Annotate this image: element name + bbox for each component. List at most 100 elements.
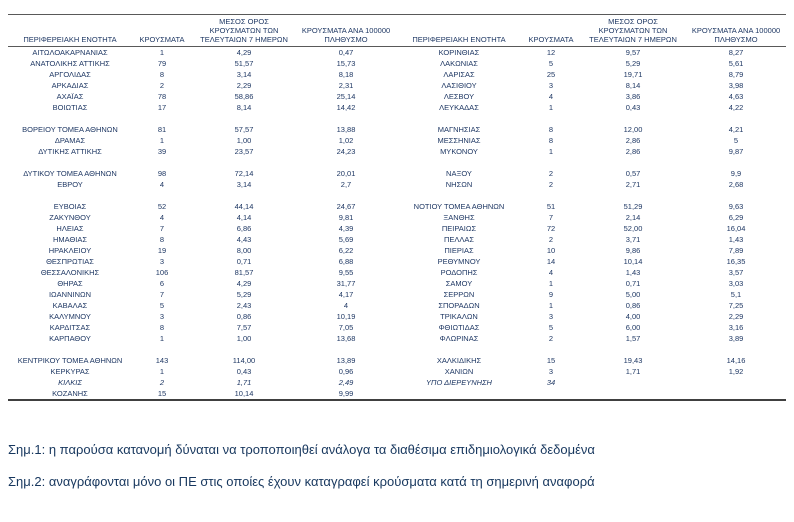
value-cell: 1: [159, 136, 165, 145]
header-cases-left: ΚΡΟΥΣΜΑΤΑ: [132, 14, 192, 47]
value-cell: 13,89: [336, 356, 356, 365]
cases-distribution-table: ΠΕΡΙΦΕΡΕΙΑΚΗ ΕΝΟΤΗΤΑ ΚΡΟΥΣΜΑΤΑ ΜΕΣΟΣ ΟΡΟ…: [8, 14, 786, 401]
region-name-cell: ΛΑΣΙΘΙΟΥ: [441, 81, 477, 90]
value-cell: 2: [159, 81, 165, 90]
value-cell: 14,16: [726, 356, 746, 365]
table-row: ΔΥΤΙΚΟΥ ΤΟΜΕΑ ΑΘΗΝΩΝ 98 72,14 20,01 ΝΑΞΟΥ 2 0,…: [8, 168, 786, 179]
value-cell: 0,43: [625, 103, 641, 112]
value-cell: 8: [159, 323, 165, 332]
region-name-cell: ΘΕΣΠΡΩΤΙΑΣ: [46, 257, 94, 266]
region-name-cell: ΝΟΤΙΟΥ ΤΟΜΕΑ ΑΘΗΝΩΝ: [413, 202, 505, 211]
value-cell: [132, 190, 192, 201]
footnote-1: Σημ.1: η παρούσα κατανομή δύναται να τρο…: [8, 442, 595, 457]
value-cell: 4,14: [236, 213, 252, 222]
region-name-cell: ΔΡΑΜΑΣ: [54, 136, 86, 145]
header-cases-right: ΚΡΟΥΣΜΑΤΑ: [522, 14, 580, 47]
value-cell: 4: [159, 213, 165, 222]
region-name-cell: [396, 344, 522, 355]
value-cell: 3: [548, 312, 554, 321]
value-cell: 10: [546, 246, 556, 255]
value-cell: 52,00: [623, 224, 643, 233]
region-name-cell: [8, 344, 132, 355]
value-cell: [580, 388, 686, 400]
value-cell: 52: [157, 202, 167, 211]
cases-distribution-table-wrapper: ΠΕΡΙΦΕΡΕΙΑΚΗ ΕΝΟΤΗΤΑ ΚΡΟΥΣΜΑΤΑ ΜΕΣΟΣ ΟΡΟ…: [8, 14, 786, 401]
region-name-cell: ΔΥΤΙΚΗΣ ΑΤΤΙΚΗΣ: [38, 147, 102, 156]
table-row: ΙΩΑΝΝΙΝΩΝ 7 5,29 4,17 ΣΕΡΡΩΝ 9 5,00 5,1: [8, 289, 786, 300]
value-cell: 0,96: [338, 367, 354, 376]
value-cell: 1,71: [236, 378, 252, 387]
value-cell: 3: [548, 367, 554, 376]
value-cell: 8: [548, 136, 554, 145]
value-cell: 1: [548, 279, 554, 288]
value-cell: 2,43: [236, 301, 252, 310]
region-name-cell: [8, 157, 132, 168]
value-cell: [522, 344, 580, 355]
value-cell: 72: [546, 224, 556, 233]
region-name-cell: ΙΩΑΝΝΙΝΩΝ: [48, 290, 92, 299]
region-name-cell: ΕΥΒΟΙΑΣ: [53, 202, 87, 211]
value-cell: 2,49: [338, 378, 354, 387]
region-name-cell: ΒΟΡΕΙΟΥ ΤΟΜΕΑ ΑΘΗΝΩΝ: [22, 125, 118, 134]
header-mean7-left: ΜΕΣΟΣ ΟΡΟΣ ΚΡΟΥΣΜΑΤΩΝ ΤΩΝ ΤΕΛΕΥΤΑΙΩΝ 7 Η…: [192, 14, 296, 47]
value-cell: 19: [157, 246, 167, 255]
value-cell: 4: [548, 268, 554, 277]
value-cell: 0,86: [236, 312, 252, 321]
value-cell: 106: [155, 268, 169, 277]
value-cell: [192, 344, 296, 355]
region-name-cell: ΧΑΛΚΙΔΙΚΗΣ: [436, 356, 482, 365]
value-cell: 9,63: [728, 202, 744, 211]
value-cell: 7,25: [728, 301, 744, 310]
value-cell: 0,43: [236, 367, 252, 376]
value-cell: 12,00: [623, 125, 643, 134]
value-cell: [522, 190, 580, 201]
value-cell: 2: [548, 235, 554, 244]
value-cell: 15,73: [336, 59, 356, 68]
value-cell: 81,57: [234, 268, 254, 277]
value-cell: 24,67: [336, 202, 356, 211]
value-cell: 23,57: [234, 147, 254, 156]
region-name-cell: ΛΑΡΙΣΑΣ: [443, 70, 475, 79]
value-cell: 7,89: [728, 246, 744, 255]
region-name-cell: ΘΕΣΣΑΛΟΝΙΚΗΣ: [40, 268, 100, 277]
region-name-cell: ΔΥΤΙΚΟΥ ΤΟΜΕΑ ΑΘΗΝΩΝ: [23, 169, 117, 178]
region-name-cell: ΜΕΣΣΗΝΙΑΣ: [437, 136, 481, 145]
value-cell: 8: [548, 125, 554, 134]
region-name-cell: [8, 113, 132, 124]
value-cell: 13,88: [336, 125, 356, 134]
value-cell: 31,77: [336, 279, 356, 288]
table-row: ΚΑΛΥΜΝΟΥ 3 0,86 10,19 ΤΡΙΚΑΛΩΝ 3 4,00 2,29: [8, 311, 786, 322]
value-cell: 3: [159, 257, 165, 266]
region-name-cell: [396, 190, 522, 201]
table-row: [8, 190, 786, 201]
value-cell: 1,92: [728, 367, 744, 376]
value-cell: 5: [548, 323, 554, 332]
value-cell: 4,17: [338, 290, 354, 299]
region-name-cell: ΗΡΑΚΛΕΙΟΥ: [48, 246, 92, 255]
value-cell: 1: [548, 301, 554, 310]
table-row: ΚΟΖΑΝΗΣ 15 10,14 9,99: [8, 388, 786, 400]
header-per100k-left: ΚΡΟΥΣΜΑΤΑ ΑΝΑ 100000 ΠΛΗΘΥΣΜΟ: [296, 14, 396, 47]
region-name-cell: ΗΜΑΘΙΑΣ: [52, 235, 88, 244]
value-cell: 3,16: [728, 323, 744, 332]
region-name-cell: ΜΑΓΝΗΣΙΑΣ: [437, 125, 481, 134]
value-cell: [686, 388, 786, 400]
value-cell: 1,02: [338, 136, 354, 145]
value-cell: 5,29: [236, 290, 252, 299]
value-cell: 3,98: [728, 81, 744, 90]
table-row: [8, 157, 786, 168]
value-cell: 10,14: [234, 389, 254, 398]
region-name-cell: ΑΝΑΤΟΛΙΚΗΣ ΑΤΤΙΚΗΣ: [30, 59, 110, 68]
region-name-cell: ΛΕΥΚΑΔΑΣ: [439, 103, 479, 112]
region-name-cell: ΘΗΡΑΣ: [57, 279, 83, 288]
value-cell: [522, 388, 580, 400]
region-name-cell: ΗΛΕΙΑΣ: [56, 224, 84, 233]
table-body: ΑΙΤΩΛΟΑΚΑΡΝΑΝΙΑΣ 1 4,29 0,47 ΚΟΡΙΝΘΙΑΣ 12 9,57…: [8, 47, 786, 401]
table-row: ΚΑΒΑΛΑΣ 5 2,43 4 ΣΠΟΡΑΔΩΝ 1 0,86 7,25: [8, 300, 786, 311]
value-cell: [296, 190, 396, 201]
table-row: ΚΑΡΔΙΤΣΑΣ 8 7,57 7,05 ΦΘΙΩΤΙΔΑΣ 5 6,00 3,16: [8, 322, 786, 333]
value-cell: 4,21: [728, 125, 744, 134]
value-cell: 2,68: [728, 180, 744, 189]
value-cell: 7: [548, 213, 554, 222]
value-cell: 72,14: [234, 169, 254, 178]
